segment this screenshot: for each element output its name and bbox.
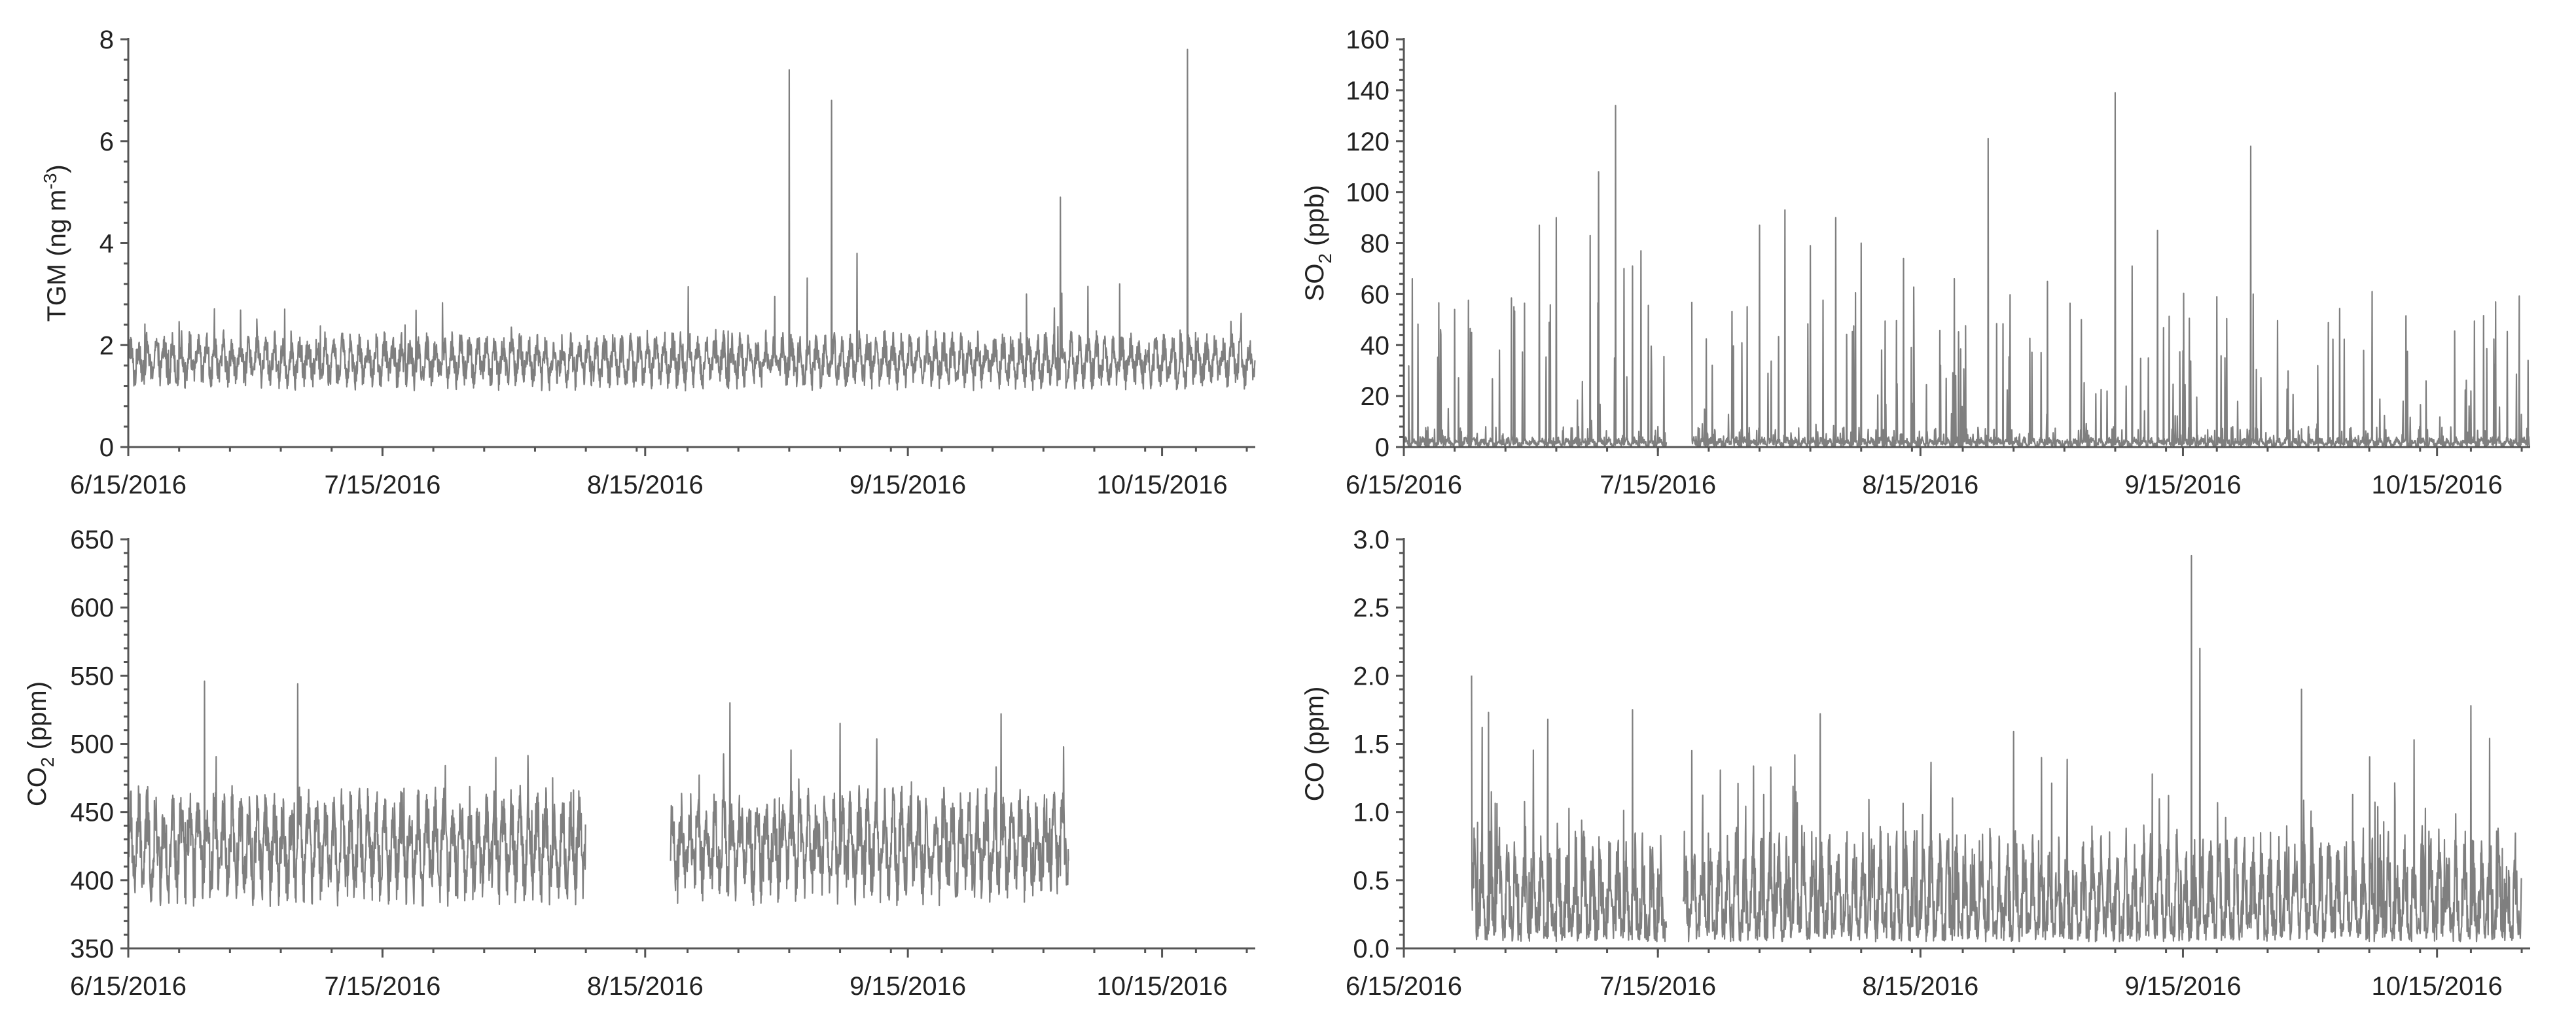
y-tick-label: 650	[70, 526, 114, 554]
y-axis-label-tail: )	[43, 164, 71, 173]
series-line-so2-2	[1690, 92, 2531, 448]
y-tick-label: 80	[1361, 230, 1390, 259]
x-tick-label: 7/15/2016	[1600, 972, 1716, 1001]
y-tick-label: 60	[1361, 280, 1390, 309]
x-tick-label: 8/15/2016	[1862, 471, 1978, 499]
y-tick-label: 1.5	[1353, 730, 1389, 759]
y-tick-label: 0	[99, 433, 114, 462]
x-tick-label: 10/15/2016	[2372, 972, 2503, 1001]
y-axis-label-sup: -3	[40, 173, 60, 190]
y-tick-label: 140	[1346, 77, 1389, 105]
y-axis-label-sub: 2	[37, 757, 58, 768]
y-tick-label: 4	[99, 230, 114, 259]
y-tick-label: 500	[70, 730, 114, 759]
x-tick-label: 6/15/2016	[70, 471, 187, 499]
series-line-so2-1	[1403, 105, 1668, 448]
series-line-co-2	[1682, 554, 2522, 942]
x-tick-label: 6/15/2016	[70, 972, 187, 1001]
y-tick-label: 2.5	[1353, 594, 1389, 622]
y-tick-label: 100	[1346, 179, 1389, 207]
x-tick-label: 6/15/2016	[1346, 972, 1462, 1001]
y-tick-label: 6	[99, 128, 114, 156]
y-tick-label: 120	[1346, 128, 1389, 156]
x-tick-label: 7/15/2016	[1600, 471, 1716, 499]
y-tick-label: 0.0	[1353, 935, 1389, 963]
y-tick-label: 400	[70, 867, 114, 895]
x-tick-label: 8/15/2016	[1862, 972, 1978, 1001]
y-tick-label: 3.0	[1353, 526, 1389, 554]
y-tick-label: 1.0	[1353, 799, 1389, 827]
y-axis-label-main: TGM (ng m	[43, 190, 71, 322]
y-axis-label-tail: (ppm)	[23, 681, 52, 757]
x-tick-label: 10/15/2016	[1096, 972, 1227, 1001]
x-tick-label: 6/15/2016	[1346, 471, 1462, 499]
x-tick-label: 7/15/2016	[324, 471, 440, 499]
y-tick-label: 2	[99, 331, 114, 360]
y-tick-label: 160	[1346, 26, 1389, 54]
y-tick-label: 0	[1375, 433, 1389, 462]
x-tick-label: 9/15/2016	[2124, 471, 2241, 499]
panel-tgm: 0 2 4 6 8 6/15/2016 7/15/2016 8/15/2016 9/15/201…	[40, 26, 1256, 499]
y-axis-label-sub: 2	[1315, 253, 1335, 264]
series-line-co2-2	[670, 702, 1069, 906]
x-tick-label: 9/15/2016	[850, 471, 966, 499]
series-line-co2-1	[127, 577, 586, 908]
x-tick-label: 8/15/2016	[587, 471, 704, 499]
y-tick-label: 2.0	[1353, 662, 1389, 691]
panel-so2: 0 20 40 60 80 100 120 140 160 6/15/2016 7/15/2016 8…	[1300, 26, 2531, 499]
x-tick-label: 8/15/2016	[587, 972, 704, 1001]
y-axis-label: CO (ppm)	[1300, 687, 1329, 802]
y-axis-label: SO2 (ppb)	[1300, 185, 1335, 302]
series-line-tgm-1	[127, 48, 1256, 392]
x-tick-label: 9/15/2016	[850, 972, 966, 1001]
y-tick-label: 40	[1361, 331, 1390, 360]
y-axis-label: CO2 (ppm)	[23, 681, 58, 806]
y-tick-label: 550	[70, 662, 114, 691]
panel-co2: 350 400 450 500 550 600 650 6/15/2016 7/15/2016 8…	[23, 526, 1255, 1001]
series-line-co-1	[1471, 675, 1668, 942]
y-tick-label: 350	[70, 935, 114, 963]
y-tick-label: 0.5	[1353, 867, 1389, 895]
x-tick-label: 7/15/2016	[324, 972, 440, 1001]
y-tick-label: 8	[99, 26, 114, 54]
y-tick-label: 450	[70, 799, 114, 827]
x-tick-label: 9/15/2016	[2124, 972, 2241, 1001]
panel-co: 0.0 0.5 1.0 1.5 2.0 2.5 3.0 6/15/2016 7/15/2016 8…	[1300, 526, 2530, 1001]
y-axis-label-main: CO	[23, 767, 52, 806]
y-tick-label: 600	[70, 594, 114, 622]
y-axis-label-main: SO	[1300, 264, 1329, 302]
y-axis-label-tail: (ppb)	[1300, 185, 1329, 254]
x-tick-label: 10/15/2016	[1096, 471, 1227, 499]
y-axis-label: TGM (ng m-3)	[40, 164, 71, 321]
y-tick-label: 20	[1361, 382, 1390, 411]
x-tick-label: 10/15/2016	[2372, 471, 2503, 499]
y-axis-label-main: CO (ppm)	[1300, 687, 1329, 802]
